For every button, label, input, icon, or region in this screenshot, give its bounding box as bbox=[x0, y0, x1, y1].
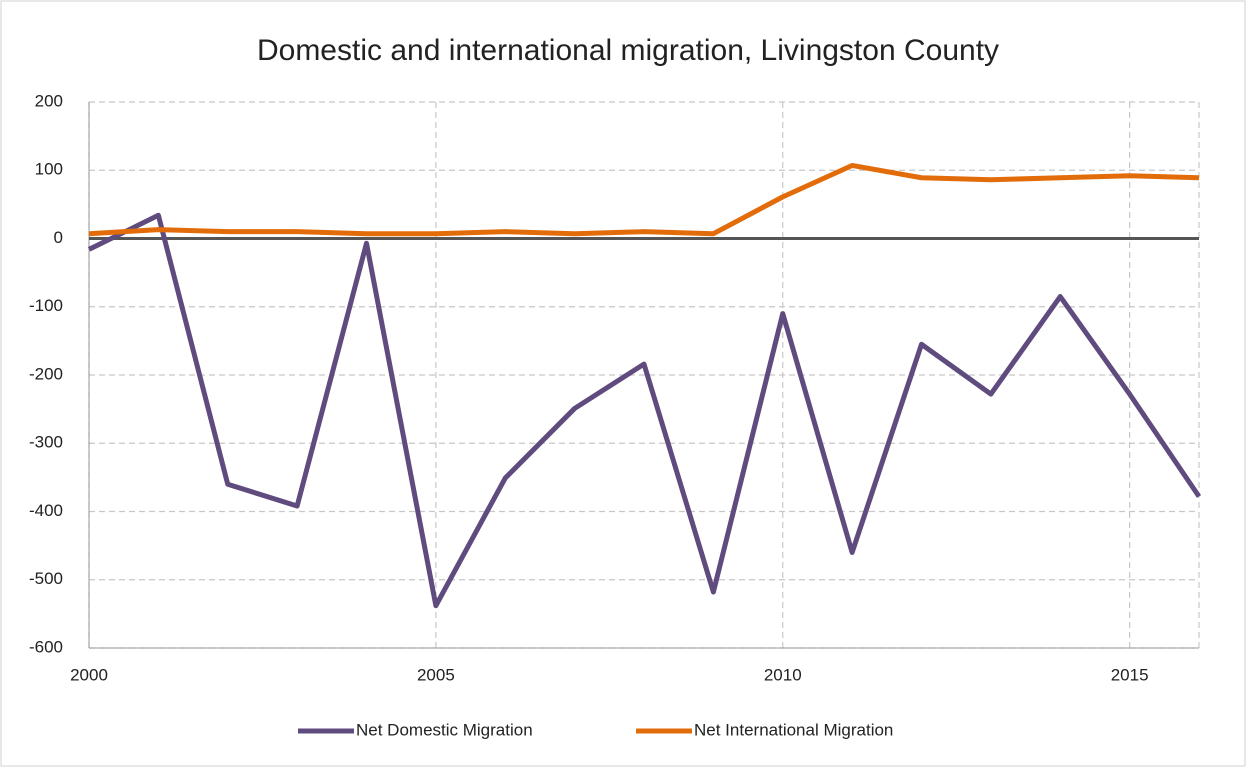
y-tick-label: -600 bbox=[29, 637, 63, 656]
y-tick-label: -100 bbox=[29, 296, 63, 315]
chart-title: Domestic and international migration, Li… bbox=[257, 34, 999, 67]
x-tick-label: 2015 bbox=[1111, 665, 1149, 684]
x-tick-label: 2005 bbox=[417, 665, 455, 684]
series-line bbox=[87, 212, 1202, 609]
legend-label: Net Domestic Migration bbox=[356, 720, 533, 739]
y-tick-label: 200 bbox=[35, 91, 63, 110]
y-tick-label: -200 bbox=[29, 364, 63, 383]
x-tick-label: 2010 bbox=[764, 665, 802, 684]
y-tick-label: -500 bbox=[29, 569, 63, 588]
y-tick-label: 0 bbox=[54, 228, 63, 247]
y-tick-label: -300 bbox=[29, 433, 63, 452]
legend-label: Net International Migration bbox=[694, 720, 893, 739]
y-tick-label: -400 bbox=[29, 501, 63, 520]
x-tick-label: 2000 bbox=[70, 665, 108, 684]
y-tick-label: 100 bbox=[35, 160, 63, 179]
series-line bbox=[88, 162, 1200, 237]
